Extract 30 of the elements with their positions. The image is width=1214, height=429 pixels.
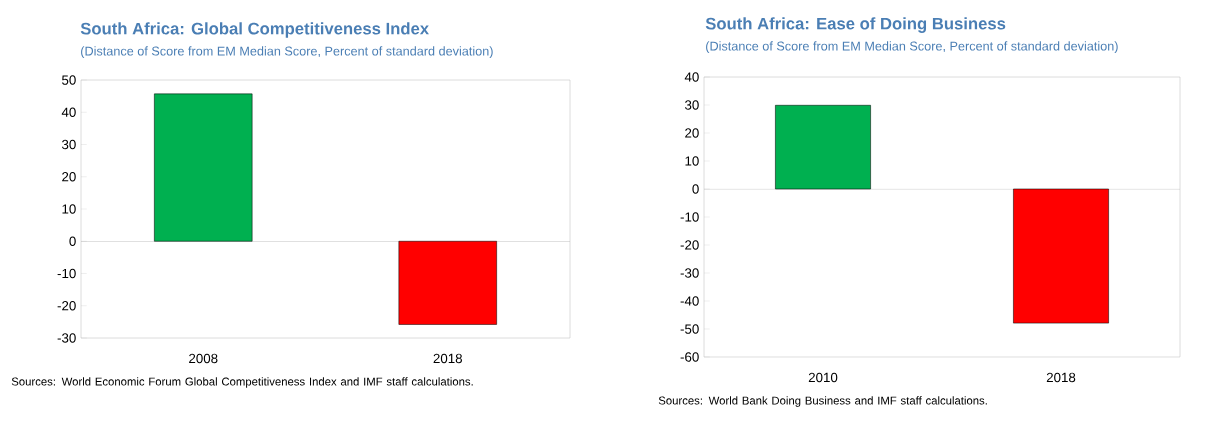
y-tick-label: 10 xyxy=(685,156,699,166)
x-tick-label: 2018 xyxy=(433,353,462,364)
source-note: Sources: World Economic Forum Global Competitiveness Index and IMF staff calculations. xyxy=(11,377,473,388)
y-tick-label: 30 xyxy=(61,139,76,150)
chart-title: South Africa: Ease of Doing Business xyxy=(705,17,1006,33)
y-tick-label: 10 xyxy=(62,204,76,214)
y-tick-label: 20 xyxy=(685,128,699,138)
y-tick-label: 50 xyxy=(62,75,76,85)
x-tick-label: 2008 xyxy=(189,353,218,364)
y-tick-label: -30 xyxy=(57,333,76,343)
y-tick-label: -40 xyxy=(680,296,699,306)
source-note: Sources: World Bank Doing Business and IMF staff calculations. xyxy=(658,396,987,407)
x-tick-label: 2010 xyxy=(808,372,838,383)
y-tick-label: 30 xyxy=(684,100,699,110)
y-tick-label: -50 xyxy=(680,324,699,334)
y-tick-label: -20 xyxy=(680,240,699,250)
y-tick-label: 20 xyxy=(62,172,76,182)
y-tick-label: -20 xyxy=(57,301,76,311)
chart-title: South Africa: Global Competitiveness Index xyxy=(80,22,429,38)
y-tick-label: -10 xyxy=(680,212,699,222)
y-tick-label: 40 xyxy=(684,72,699,82)
x-tick-label: 2018 xyxy=(1046,372,1076,383)
chart-subtitle: (Distance of Score from EM Median Score, Percent of standard deviation) xyxy=(81,46,493,59)
chart-subtitle: (Distance of Score from EM Median Score, Percent of standard deviation) xyxy=(706,41,1118,54)
y-tick-label: -10 xyxy=(57,268,76,279)
y-tick-label: 0 xyxy=(692,184,699,194)
y-tick-label: -30 xyxy=(680,268,699,278)
y-tick-label: 0 xyxy=(69,236,76,246)
y-tick-label: 40 xyxy=(61,107,76,117)
y-tick-label: -60 xyxy=(680,352,699,362)
